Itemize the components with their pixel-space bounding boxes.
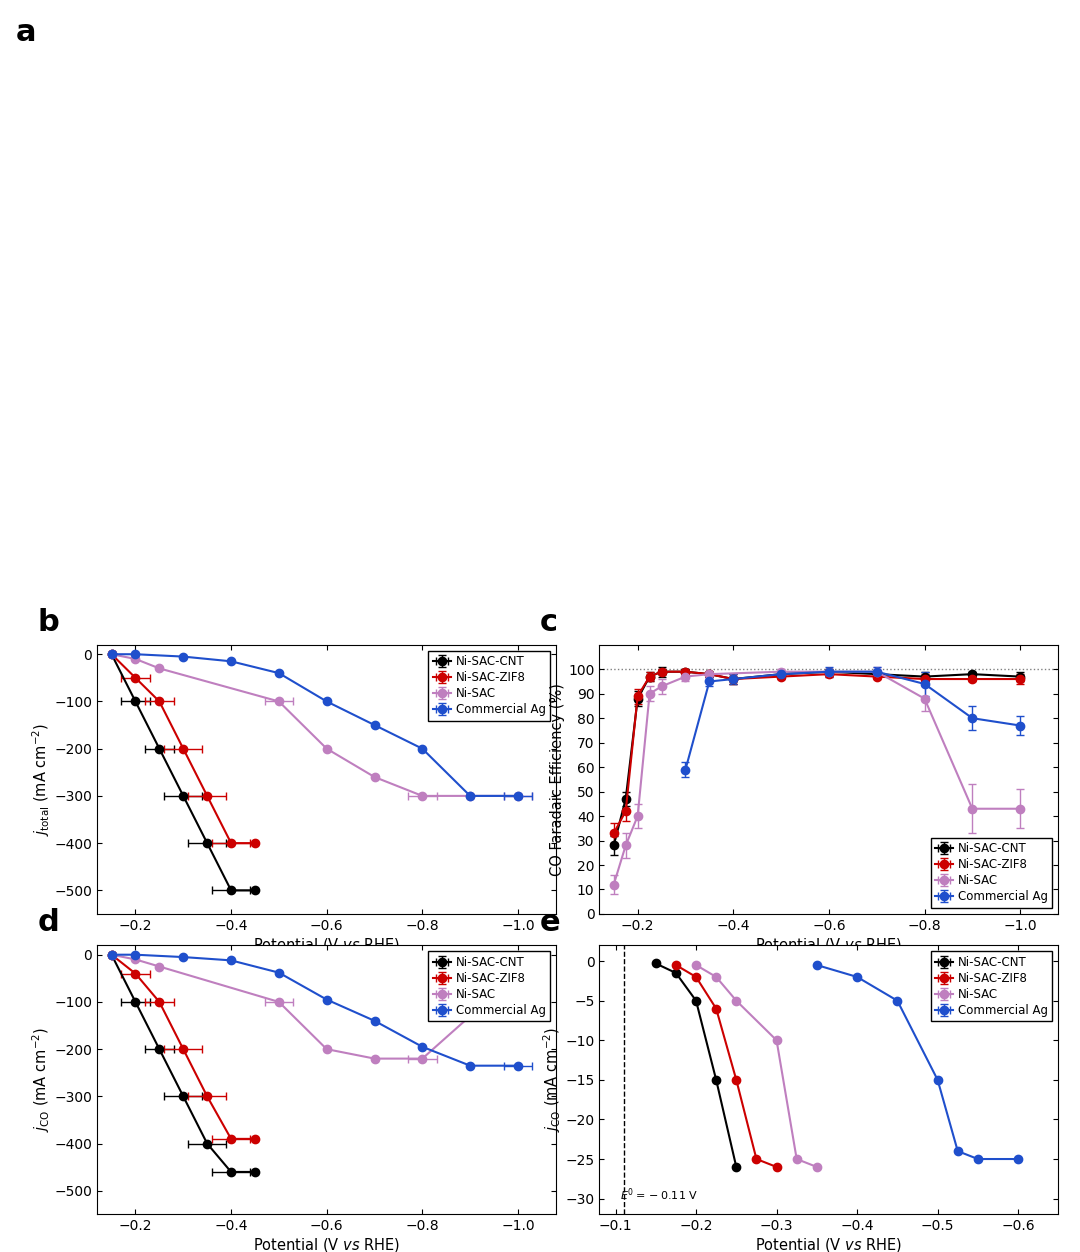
Legend: Ni-SAC-CNT, Ni-SAC-ZIF8, Ni-SAC, Commercial Ag: Ni-SAC-CNT, Ni-SAC-ZIF8, Ni-SAC, Commerc… (931, 838, 1053, 908)
Text: c: c (540, 607, 557, 637)
Text: e: e (540, 908, 561, 938)
Legend: Ni-SAC-CNT, Ni-SAC-ZIF8, Ni-SAC, Commercial Ag: Ni-SAC-CNT, Ni-SAC-ZIF8, Ni-SAC, Commerc… (429, 651, 551, 721)
Y-axis label: $j_{\mathrm{total}}$ (mA cm$^{-2}$): $j_{\mathrm{total}}$ (mA cm$^{-2}$) (30, 722, 52, 836)
Y-axis label: CO Faradaic Efficiency (%): CO Faradaic Efficiency (%) (551, 682, 566, 876)
X-axis label: Potential (V $vs$ RHE): Potential (V $vs$ RHE) (253, 1236, 401, 1252)
Text: b: b (38, 607, 59, 637)
Text: d: d (38, 908, 59, 938)
Text: a: a (16, 18, 37, 46)
X-axis label: Potential (V $vs$ RHE): Potential (V $vs$ RHE) (253, 935, 401, 954)
Y-axis label: $j_{\mathrm{CO}}$ (mA cm$^{-2}$): $j_{\mathrm{CO}}$ (mA cm$^{-2}$) (30, 1028, 52, 1132)
Legend: Ni-SAC-CNT, Ni-SAC-ZIF8, Ni-SAC, Commercial Ag: Ni-SAC-CNT, Ni-SAC-ZIF8, Ni-SAC, Commerc… (429, 952, 551, 1022)
X-axis label: Potential (V $vs$ RHE): Potential (V $vs$ RHE) (755, 1236, 903, 1252)
Text: $E^0 = -0.11$ V: $E^0 = -0.11$ V (620, 1187, 698, 1203)
Legend: Ni-SAC-CNT, Ni-SAC-ZIF8, Ni-SAC, Commercial Ag: Ni-SAC-CNT, Ni-SAC-ZIF8, Ni-SAC, Commerc… (931, 952, 1053, 1022)
X-axis label: Potential (V $vs$ RHE): Potential (V $vs$ RHE) (755, 935, 903, 954)
Y-axis label: $j_{\mathrm{CO}}$ (mA cm$^{-2}$): $j_{\mathrm{CO}}$ (mA cm$^{-2}$) (541, 1028, 563, 1132)
